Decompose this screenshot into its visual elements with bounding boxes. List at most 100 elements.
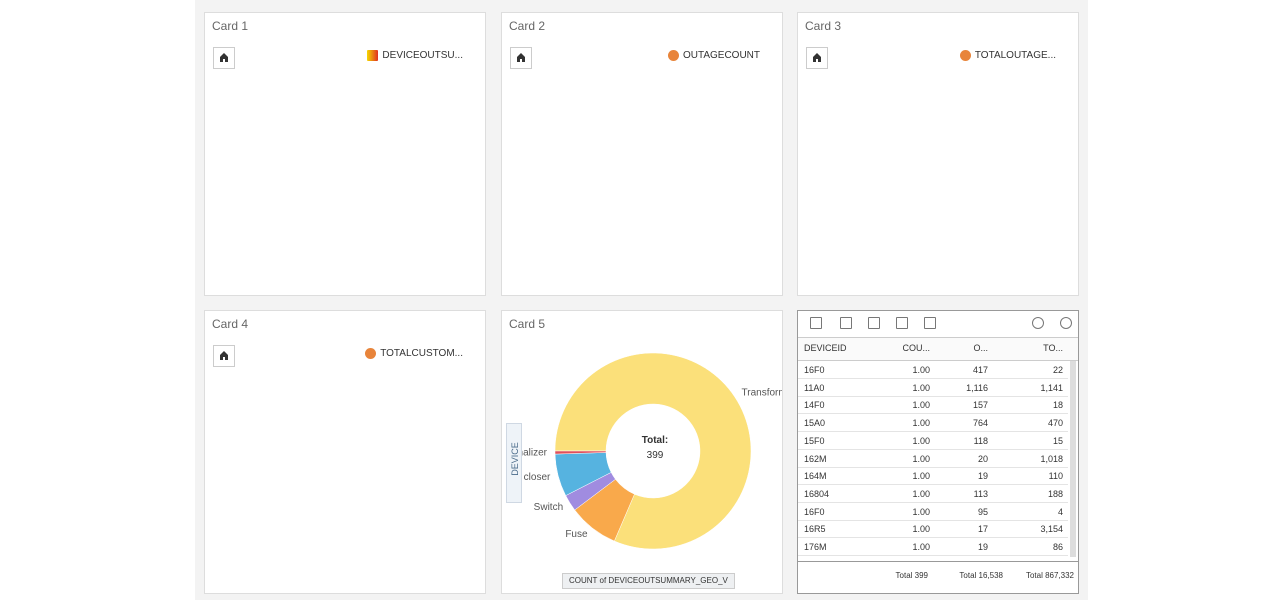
table-cell: 95 xyxy=(977,506,988,517)
table-cell: 1,141 xyxy=(1040,382,1063,393)
table-cell: 18 xyxy=(1052,400,1063,411)
card-title: Card 2 xyxy=(509,19,546,33)
table-cell: 157 xyxy=(972,400,988,411)
total-cell: Total 867,332 xyxy=(1025,571,1074,580)
donut-chart: Transform Fuse Switch closer nalizer Total: 39… xyxy=(518,352,782,550)
table-cell: 19 xyxy=(977,542,988,552)
table-cell: 1.00 xyxy=(912,542,930,552)
home-button[interactable] xyxy=(510,47,532,69)
toolbar-button[interactable] xyxy=(810,317,822,329)
table-row: 16F0 1.00 95 4 xyxy=(798,503,1068,521)
home-icon xyxy=(517,53,525,62)
card: Card 4WALLERHoustonPasadenaFORT BENDBRAZ… xyxy=(204,310,486,594)
table-row: 11A0 1.00 1,116 1,141 xyxy=(798,379,1068,397)
total-cell: Total 16,538 xyxy=(959,571,1003,580)
table-cell: 1.00 xyxy=(912,471,930,482)
slice-label: nalizer xyxy=(518,447,548,458)
table-cell: 19 xyxy=(977,471,988,482)
toolbar-button[interactable] xyxy=(924,317,936,329)
table-cell: 1.00 xyxy=(912,400,930,411)
slice-label: Transform xyxy=(742,387,782,398)
table-cell: 16804 xyxy=(804,488,830,499)
slice-label: Fuse xyxy=(565,529,588,540)
table-cell: 1.00 xyxy=(912,453,930,464)
legend-swatch xyxy=(367,50,379,61)
table-row: 16F0 1.00 417 22 xyxy=(798,361,1068,379)
table-cell: 15F0 xyxy=(804,435,825,446)
table-cell: 113 xyxy=(973,488,988,499)
totals-row xyxy=(798,561,1078,593)
table-cell: 1,116 xyxy=(966,382,988,393)
donut-slice xyxy=(554,352,752,550)
table-cell: 162M xyxy=(804,453,827,464)
table-row: 14F0 1.00 157 18 xyxy=(798,396,1068,415)
table-cell: 16F0 xyxy=(804,365,825,375)
table-cell: 16F0 xyxy=(804,506,825,517)
table-cell: 3,154 xyxy=(1040,524,1063,535)
legend-swatch xyxy=(365,348,377,359)
table-row: 16804 1.00 113 188 xyxy=(798,485,1068,503)
donut-slice xyxy=(554,450,607,455)
home-button[interactable] xyxy=(806,47,828,69)
toolbar-button[interactable] xyxy=(896,317,908,329)
card: Card 1COASTBay CityDEVICEOUTSU... xyxy=(204,12,486,296)
axis-selector[interactable]: DEVICE xyxy=(506,423,522,503)
table-cell: 1.00 xyxy=(912,382,930,393)
table-cell: 188 xyxy=(1047,488,1063,499)
table-row: 16R5 1.00 17 3,154 xyxy=(798,520,1068,539)
table-cell: 1.00 xyxy=(912,506,930,517)
slice-label: Switch xyxy=(534,502,563,513)
table-cell: 164M xyxy=(804,471,827,482)
slice-label: closer xyxy=(524,472,551,483)
toolbar-button[interactable] xyxy=(1032,317,1044,329)
legend-button[interactable]: DEVICEOUTSU... xyxy=(362,47,477,65)
table-cell: 417 xyxy=(972,365,988,375)
legend-button[interactable]: OUTAGECOUNT xyxy=(662,47,774,65)
table-cell: 118 xyxy=(973,435,988,446)
table-cell: 110 xyxy=(1048,471,1063,482)
total-cell: Total 399 xyxy=(895,571,928,580)
home-icon xyxy=(220,351,228,360)
column-header[interactable]: COU... xyxy=(902,343,930,353)
footer-selector[interactable]: COUNT of DEVICEOUTSUMMARY_GEO_V xyxy=(562,573,735,589)
card-title: Card 3 xyxy=(805,19,842,33)
table-row: 15A0 1.00 764 470 xyxy=(798,414,1068,433)
column-header[interactable]: TO... xyxy=(1043,343,1063,353)
table-cell: 1.00 xyxy=(912,365,930,375)
toolbar-button[interactable] xyxy=(1060,317,1072,329)
table-row: 162M 1.00 20 1,018 xyxy=(798,450,1068,468)
center-value: 399 xyxy=(647,450,664,461)
column-header[interactable]: DEVICEID xyxy=(804,343,847,353)
legend-swatch xyxy=(959,50,971,61)
table-row: 15F0 1.00 118 15 xyxy=(798,432,1068,450)
home-icon xyxy=(220,53,228,62)
table-cell: 15 xyxy=(1052,435,1063,446)
card-title: Card 1 xyxy=(212,19,249,33)
legend-button[interactable]: TOTALCUSTOM... xyxy=(360,345,477,363)
column-header[interactable]: O... xyxy=(973,343,988,353)
table-cell: 15A0 xyxy=(804,418,826,429)
home-button[interactable] xyxy=(213,47,235,69)
table-cell: 1,018 xyxy=(1040,453,1063,464)
table-row: 164M 1.00 19 110 xyxy=(798,467,1068,486)
card: DEVICEID COU... O... TO... 16F0 1.00 417 22 11A0… xyxy=(797,310,1079,594)
table-cell: 176M xyxy=(804,542,827,552)
toolbar-button[interactable] xyxy=(840,317,852,329)
card: Card 3WALLERHoustonPasadenaFORT BENDBRAZ… xyxy=(797,12,1079,296)
toolbar-button[interactable] xyxy=(868,317,880,329)
legend-button[interactable]: TOTALOUTAGE... xyxy=(954,47,1070,65)
center-label: Total: xyxy=(642,435,668,446)
dashboard: Card 1COASTBay CityDEVICEOUTSU...Card 2W… xyxy=(195,0,1088,600)
table-cell: 22 xyxy=(1052,365,1063,375)
table-cell: 20 xyxy=(977,453,988,464)
table-cell: 764 xyxy=(972,418,988,429)
home-button[interactable] xyxy=(213,345,235,367)
table-cell: 1.00 xyxy=(912,524,930,535)
table-cell: 4 xyxy=(1057,506,1063,517)
table-cell: 1.00 xyxy=(912,418,930,429)
card-title: Card 5 xyxy=(509,317,546,331)
table-cell: 1.00 xyxy=(912,435,930,446)
home-icon xyxy=(813,53,821,62)
table-cell: 470 xyxy=(1047,418,1063,429)
